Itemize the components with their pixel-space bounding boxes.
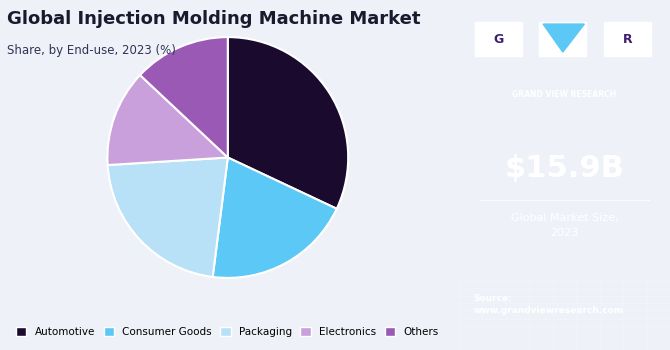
Text: $15.9B: $15.9B bbox=[505, 154, 624, 182]
Polygon shape bbox=[543, 24, 584, 52]
Wedge shape bbox=[140, 37, 228, 158]
Wedge shape bbox=[107, 75, 228, 165]
FancyBboxPatch shape bbox=[474, 22, 521, 56]
FancyBboxPatch shape bbox=[539, 22, 586, 56]
Wedge shape bbox=[212, 158, 337, 278]
Text: Share, by End-use, 2023 (%): Share, by End-use, 2023 (%) bbox=[7, 44, 176, 57]
Text: Global Injection Molding Machine Market: Global Injection Molding Machine Market bbox=[7, 10, 420, 28]
Wedge shape bbox=[228, 37, 348, 209]
Text: GRAND VIEW RESEARCH: GRAND VIEW RESEARCH bbox=[513, 90, 616, 99]
Text: Source:
www.grandviewresearch.com: Source: www.grandviewresearch.com bbox=[474, 294, 624, 315]
Text: R: R bbox=[622, 33, 632, 46]
Text: G: G bbox=[493, 33, 503, 46]
Wedge shape bbox=[108, 158, 228, 277]
Text: Global Market Size,
2023: Global Market Size, 2023 bbox=[511, 214, 618, 238]
FancyBboxPatch shape bbox=[604, 22, 651, 56]
Legend: Automotive, Consumer Goods, Packaging, Electronics, Others: Automotive, Consumer Goods, Packaging, E… bbox=[12, 323, 443, 341]
